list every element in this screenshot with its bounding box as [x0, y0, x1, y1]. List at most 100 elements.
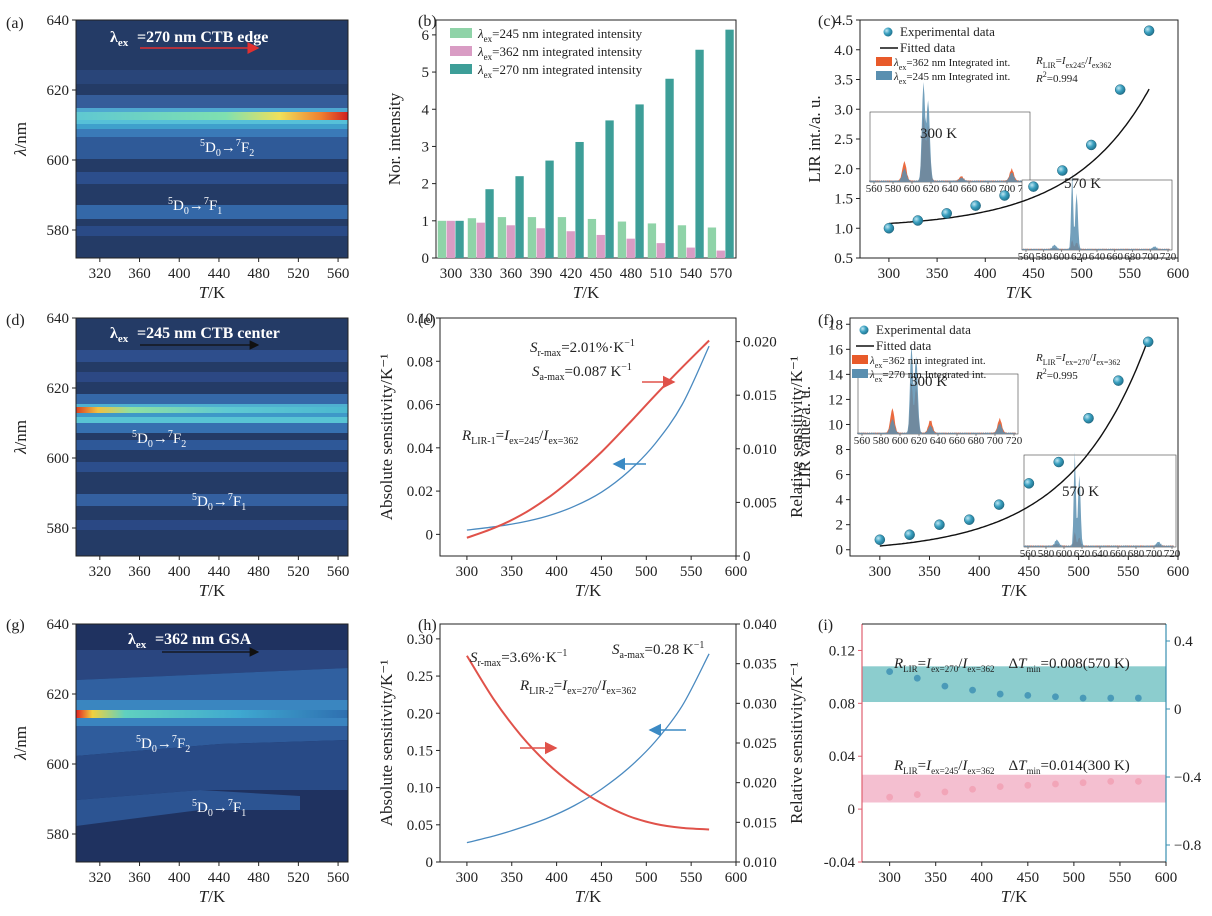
panel-h: (h) 300 350 400 450 500 550 600 0 0.05 0.10 0.15 0.…	[377, 617, 806, 906]
x-axis-label: T/K	[1006, 283, 1033, 302]
heatmap-d-band	[76, 520, 348, 530]
x-tick-label: 300	[440, 266, 463, 282]
fitted-line	[879, 338, 1149, 547]
x-tick-label: 400	[545, 564, 568, 580]
heatmap-a-band-611nm	[76, 124, 348, 129]
y-axis-label: λ/nm	[11, 122, 30, 157]
x-tick-label: 360	[128, 564, 151, 580]
y-right-tick-label: 0.015	[743, 815, 777, 831]
y-tick-label: -0.04	[824, 855, 856, 871]
panel-c: (c) 300 350 400 450 500 550 600 0.5 1.0 1.5 2.0 2.5…	[805, 13, 1189, 302]
x-axis-label: T/K	[199, 887, 226, 906]
legend-entry: Fitted data	[876, 338, 931, 353]
series-line-sa	[466, 345, 710, 531]
x-tick-label: 500	[635, 870, 658, 886]
heatmap-g-annotation-7f1: 5D0→7F1	[192, 798, 246, 819]
inset-frame	[1023, 454, 1177, 548]
x-tick-label: 390	[530, 266, 553, 282]
legend-marker	[859, 325, 869, 335]
heatmap-frame	[75, 19, 349, 259]
x-tick-label: 300	[878, 870, 901, 886]
y-right-tick-label: 0.020	[743, 776, 777, 792]
bar-3	[665, 78, 674, 258]
bar-3	[605, 120, 614, 258]
inset-tick-label: 640	[942, 183, 959, 195]
data-point	[913, 791, 921, 798]
inset-tick-label: 580	[885, 183, 902, 195]
bar-2	[596, 234, 605, 258]
y-axis-label: Nor. intensity	[385, 92, 404, 185]
heatmap-a-band	[76, 70, 348, 84]
heatmap-d-band-614nm	[76, 407, 348, 413]
heatmap-d-axes: 320 360 400 440 480 520 560 580 600 620 640 T/K λ/nm	[11, 311, 349, 600]
panel-f: (f) 300 350 400 450 500 550 600 0 2 4 6 8 10 12 14 16 18…	[795, 312, 1189, 600]
data-point	[886, 793, 894, 801]
y-tick-label: 640	[47, 617, 70, 633]
x-tick-label: 450	[1018, 564, 1041, 580]
data-point	[1079, 779, 1087, 787]
data-point	[886, 668, 894, 675]
inset-tick-label: 700	[987, 435, 1004, 447]
x-tick-label: 550	[1119, 266, 1142, 282]
y-right-tick-label: −0.4	[1174, 770, 1202, 786]
y-tick-label: 0.04	[407, 441, 434, 457]
inset-tick-label: 620	[923, 183, 940, 195]
inset-spectrum-area	[857, 344, 1016, 434]
y-tick-label: 0	[426, 855, 434, 871]
x-tick-label: 570	[710, 266, 733, 282]
y-tick-label: 0.30	[407, 632, 433, 648]
inset-tick-label: 600	[1053, 251, 1070, 263]
data-point	[1113, 375, 1124, 386]
inset-tick-label: 660	[1110, 548, 1127, 560]
legend-swatch	[450, 46, 472, 56]
sr-max-annotation: Sr-max=3.6%·K−1	[470, 648, 567, 669]
heatmap-a-band	[76, 129, 348, 137]
y-tick-label: 0.04	[829, 749, 856, 765]
heatmap-a-band	[76, 95, 348, 109]
data-point	[996, 690, 1004, 698]
y-tick-label: 3.0	[834, 102, 853, 118]
inset-tick-label: 560	[1020, 548, 1037, 560]
y-right-tick-label: 0.015	[743, 388, 777, 404]
x-tick-label: 520	[287, 564, 310, 580]
inset-tick-label: 560	[866, 183, 883, 195]
data-point	[1134, 694, 1142, 702]
heatmap-g-band	[76, 740, 348, 800]
inset-tick-label: 720	[1164, 548, 1181, 560]
inset-temperature-label: 570 K	[1062, 484, 1099, 500]
y-axis-label: λ/nm	[11, 420, 30, 455]
y-tick-label: 6	[422, 28, 430, 44]
y-axis-label: LIR value/a. u.	[795, 386, 814, 488]
plot-frame	[849, 317, 1179, 557]
x-tick-label: 550	[680, 564, 703, 580]
rlir-formula: RLIR-1=Iex=245/Iex=362	[461, 428, 578, 447]
y-tick-label: 18	[828, 317, 843, 333]
y-tick-label: 0	[422, 251, 430, 267]
x-axis-label: T/K	[573, 283, 600, 302]
x-tick-label: 400	[971, 870, 994, 886]
y-tick-label: 1.0	[834, 221, 853, 237]
data-point	[1024, 781, 1032, 789]
y-tick-label: 620	[47, 687, 70, 703]
heatmap-a-title: =270 nm CTB edge	[137, 29, 268, 46]
heatmap-d-band	[76, 394, 348, 406]
x-tick-label: 480	[620, 266, 643, 282]
data-point	[1028, 181, 1039, 192]
panel-g: (g) λex =362 nm GSA 5D0→7F2 5D0→7F1 320 3…	[6, 617, 349, 906]
inset-tick-label: 660	[949, 435, 966, 447]
inset-tick-label: 620	[1071, 251, 1088, 263]
data-point	[964, 514, 975, 525]
panel-b: (b) 0 1 2 3 4 5 6 300 330 360 390 420 450 480 510 540 57…	[385, 13, 737, 302]
x-tick-label: 500	[1063, 870, 1086, 886]
data-point	[1143, 25, 1155, 36]
bar-1	[587, 218, 597, 258]
inset-tick-label: 680	[1128, 548, 1145, 560]
heatmap-g-band	[76, 726, 348, 756]
y-tick-label: 3	[422, 139, 430, 155]
heatmap-a-band	[76, 226, 348, 236]
y-axis-label: LIR int./a. u.	[805, 95, 824, 182]
inset-tick-label: 640	[930, 435, 947, 447]
x-axis-label: T/K	[199, 283, 226, 302]
heatmap-g-axes: 320 360 400 440 480 520 560 580 600 620 640 T/K λ/nm	[11, 617, 349, 906]
y-tick-label: 3.5	[834, 73, 853, 89]
